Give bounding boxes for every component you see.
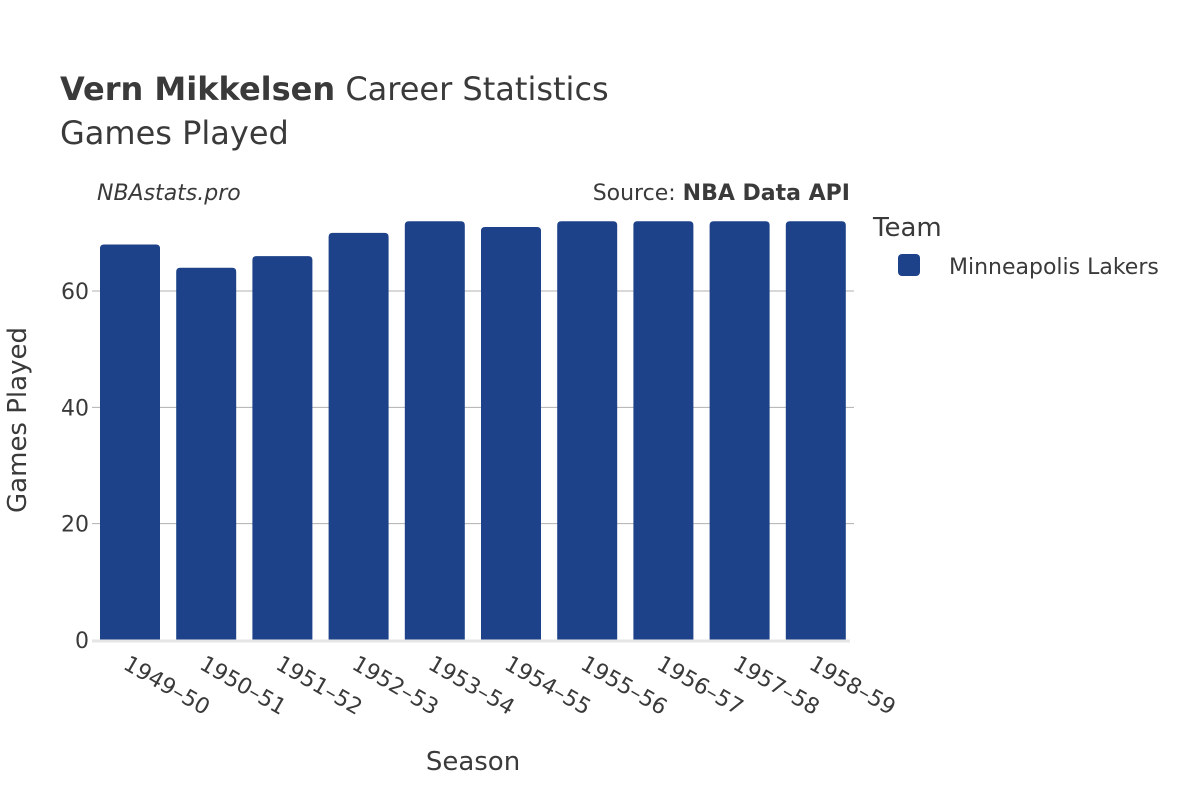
legend: Team Minneapolis Lakers <box>872 213 1159 280</box>
bar-1953-54[interactable] <box>404 221 465 640</box>
x-tick-label: 1950–51 <box>195 652 290 721</box>
x-axis-ticks: 1949–501950–511951–521952–531953–541954–… <box>119 652 900 721</box>
x-tick-label: 1955–56 <box>576 652 671 721</box>
y-tick-label: 0 <box>75 629 89 654</box>
y-axis-ticks: 0 20 40 60 <box>61 280 89 654</box>
legend-label-minneapolis-lakers[interactable]: Minneapolis Lakers <box>949 255 1159 280</box>
x-tick-label: 1958–59 <box>805 652 900 721</box>
bar-1957-58[interactable] <box>709 221 770 640</box>
chart-title: Vern Mikkelsen Career Statistics <box>60 70 609 108</box>
y-tick-label: 20 <box>61 513 89 538</box>
source-prefix: Source: <box>593 181 683 206</box>
bar-1952-53[interactable] <box>328 232 389 641</box>
bar-1954-55[interactable] <box>481 227 541 640</box>
source-name: NBA Data API <box>683 181 850 206</box>
source-label: Source: NBA Data API <box>593 181 850 206</box>
bar-1956-57[interactable] <box>633 221 694 640</box>
y-axis-title: Games Played <box>3 327 33 513</box>
bar-1958-59[interactable] <box>785 221 846 640</box>
x-tick-label: 1954–55 <box>500 652 595 721</box>
title-suffix: Career Statistics <box>335 70 609 108</box>
bar-1955-56[interactable] <box>557 221 618 640</box>
x-tick-label: 1949–50 <box>119 652 214 721</box>
x-tick-label: 1957–58 <box>729 652 824 721</box>
y-tick-label: 40 <box>61 396 89 421</box>
legend-title: Team <box>872 213 942 243</box>
brand-label: NBAstats.pro <box>97 181 241 206</box>
bar-1949-50[interactable] <box>100 244 160 640</box>
player-name: Vern Mikkelsen <box>60 70 335 108</box>
x-tick-label: 1956–57 <box>652 652 747 721</box>
x-axis-title: Season <box>426 747 520 777</box>
x-tick-label: 1952–53 <box>348 652 443 721</box>
chart-subtitle: Games Played <box>60 114 289 152</box>
legend-swatch-minneapolis-lakers[interactable] <box>898 254 920 276</box>
x-tick-label: 1951–52 <box>271 652 366 721</box>
bars <box>100 221 846 641</box>
bar-1951-52[interactable] <box>252 256 313 640</box>
bar-1950-51[interactable] <box>176 267 237 640</box>
y-tick-label: 60 <box>61 280 89 305</box>
x-tick-label: 1953–54 <box>424 652 519 721</box>
